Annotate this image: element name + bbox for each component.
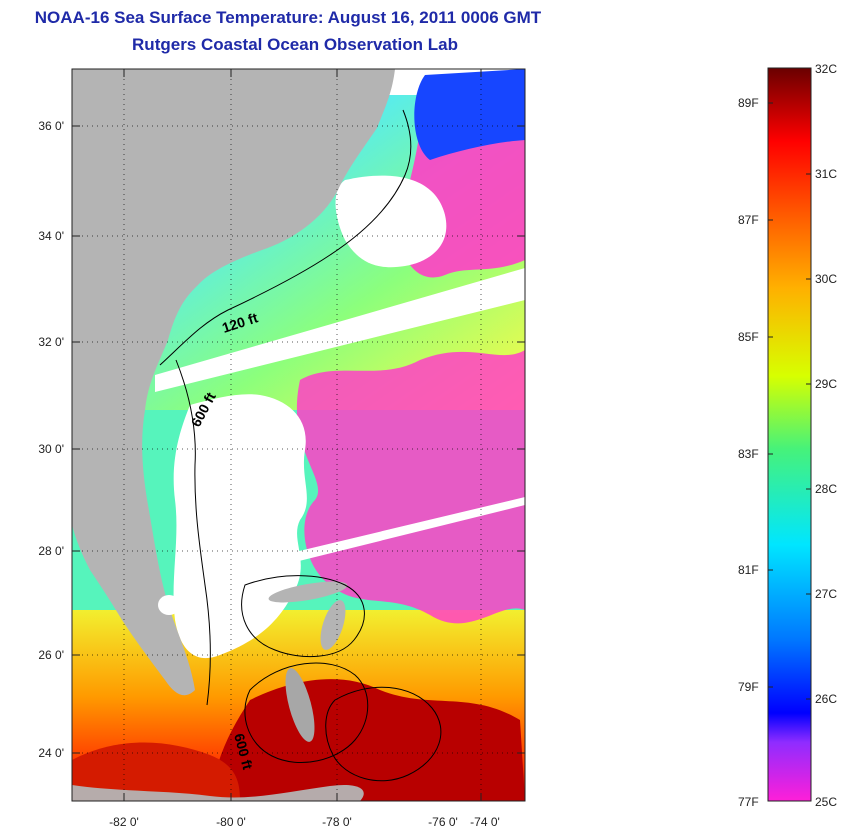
lat-label: 30 0' — [38, 442, 64, 456]
contour-600ft — [175, 359, 211, 706]
lat-label: 36 0' — [38, 119, 64, 133]
lake-okeechobee — [158, 595, 180, 615]
colorbar-fahrenheit-label: 83F — [738, 447, 759, 461]
colorbar-celsius-label: 25C — [815, 795, 838, 809]
contour-120ft — [159, 109, 412, 366]
lon-label: -80 0' — [216, 815, 246, 829]
hot-water-dark — [210, 679, 525, 801]
colorbar-fahrenheit-label: 89F — [738, 96, 759, 110]
contour-south-bank — [325, 686, 442, 782]
lon-label: -76 0' — [428, 815, 458, 829]
contour-bahamas — [241, 575, 365, 658]
cuba-land — [72, 784, 364, 801]
colorbar-celsius-label: 32C — [815, 62, 838, 76]
colorbar-celsius-label: 27C — [815, 587, 838, 601]
data-gap-swath-upper — [155, 268, 525, 392]
lat-label: 34 0' — [38, 229, 64, 243]
colorbar-fahrenheit-label: 79F — [738, 680, 759, 694]
colorbar-fahrenheit-label: 87F — [738, 213, 759, 227]
lat-label: 28 0' — [38, 544, 64, 558]
colorbar-celsius-label: 30C — [815, 272, 838, 286]
lat-label: 24 0' — [38, 746, 64, 760]
colorbar-fahrenheit-label: 77F — [738, 795, 759, 809]
abaco-island — [320, 600, 346, 650]
florida-land — [72, 69, 395, 696]
data-gap-swath-lower — [295, 497, 525, 562]
colorbar-celsius-label: 29C — [815, 377, 838, 391]
andros-island — [285, 668, 315, 742]
map-title: NOAA-16 Sea Surface Temperature: August … — [34, 8, 542, 27]
hot-water-left — [72, 742, 240, 801]
contour-great-bank — [244, 662, 369, 763]
cloud-gap-north — [335, 175, 447, 268]
colorbar-fahrenheit-label: 85F — [738, 330, 759, 344]
cool-water-blue — [414, 69, 525, 160]
lat-label: 32 0' — [38, 335, 64, 349]
colorbar-celsius-label: 31C — [815, 167, 838, 181]
lat-label: 26 0' — [38, 648, 64, 662]
colorbar-ticks — [768, 102, 811, 700]
temperature-colorbar — [767, 67, 812, 802]
colorbar-celsius-label: 28C — [815, 482, 838, 496]
colorbar-fahrenheit-label: 81F — [738, 563, 759, 577]
colorbar-celsius-label: 26C — [815, 692, 838, 706]
lon-label: -78 0' — [322, 815, 352, 829]
grand-bahama — [268, 581, 348, 603]
lon-label: -74 0' — [470, 815, 500, 829]
map-ticks — [72, 69, 525, 801]
map-grid — [72, 69, 525, 801]
cloud-gap-main — [173, 394, 307, 659]
cold-water-pink — [296, 350, 525, 624]
lon-label: -82 0' — [109, 815, 139, 829]
map-frame — [71, 68, 526, 802]
map-subtitle: Rutgers Coastal Ocean Observation Lab — [132, 35, 458, 54]
